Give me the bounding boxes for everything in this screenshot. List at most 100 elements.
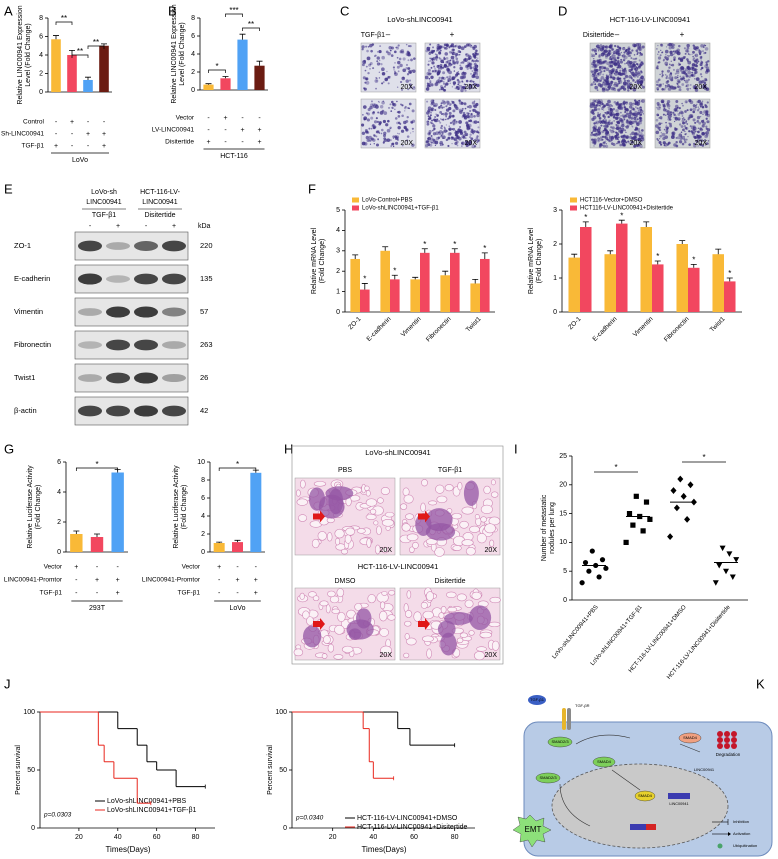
cell-stain [446, 130, 448, 132]
cell-stain [685, 49, 689, 53]
legend-label: HCT116-Vector+DMSO [580, 198, 643, 204]
cell-stain [364, 128, 368, 132]
cell-stain [683, 139, 686, 142]
cell-stain [681, 119, 685, 123]
cell-stain [451, 86, 454, 88]
cell-stain [473, 67, 478, 72]
degradation-dot [724, 731, 730, 737]
cell-stain [705, 63, 709, 66]
cell-stain [638, 144, 640, 146]
cell-stain [441, 106, 444, 109]
x-tick-label: 20 [329, 834, 337, 841]
blot-treatment: TGF-β1 [92, 212, 116, 219]
cell-stain [612, 50, 616, 55]
cell-stain [396, 65, 400, 69]
cell-stain [432, 58, 435, 61]
cell-stain [364, 69, 367, 72]
cell-stain [434, 116, 437, 119]
cell-stain [630, 67, 634, 71]
cell-stain [455, 57, 459, 61]
y-tick-label: 3 [553, 207, 557, 214]
cell-stain [700, 84, 705, 89]
significance: * [363, 275, 366, 284]
cell-stain [381, 101, 385, 105]
y-tick-label: 2 [39, 70, 43, 77]
cell-stain [674, 72, 677, 75]
cell-stain [593, 78, 597, 81]
cell-stain [665, 121, 667, 124]
cell-stain [704, 143, 707, 146]
cell-stain [637, 63, 642, 68]
cell-stain [670, 115, 673, 118]
cell-stain [683, 117, 685, 119]
cell-stain [696, 131, 699, 133]
alveolus [461, 539, 474, 547]
cell-stain [620, 51, 623, 54]
condition-sign: - [258, 115, 261, 122]
cell-stain [634, 137, 637, 140]
cell-stain [369, 61, 373, 65]
cell-stain [613, 54, 616, 58]
cell-stain [691, 73, 696, 78]
cell-stain [453, 83, 456, 86]
cell-stain [690, 74, 693, 77]
cell-stain [447, 132, 452, 136]
cell-stain [387, 106, 391, 109]
cell-stain [696, 69, 698, 71]
k-label: SMAD2/3 [551, 739, 569, 744]
cell-stain [664, 61, 669, 66]
cell-stain [698, 52, 702, 56]
cell-stain [406, 135, 410, 138]
cell-stain [691, 53, 693, 56]
error-bar [205, 83, 212, 85]
cell-stain [429, 43, 432, 46]
cell-stain [445, 82, 449, 86]
cell-stain [657, 44, 659, 47]
cell-stain [663, 107, 666, 110]
receptor [567, 708, 571, 730]
cell-stain [456, 136, 460, 140]
cell-stain [616, 120, 619, 124]
x-tick-label: 40 [114, 834, 122, 841]
cell-stain [691, 71, 694, 74]
cell-stain [467, 112, 470, 115]
nodule [308, 487, 326, 511]
cell-stain [369, 105, 373, 110]
alveolus [444, 484, 454, 492]
alveolus [312, 595, 320, 602]
cell-stain [469, 80, 472, 83]
cell-stain [382, 119, 386, 124]
cell-stain [454, 76, 457, 79]
cell-stain [434, 70, 437, 72]
arrow [418, 510, 430, 523]
alveolus [468, 630, 475, 636]
cell-stain [617, 104, 621, 108]
condition-sign: + [257, 139, 261, 146]
cell-stain [604, 130, 609, 134]
cell-stain [376, 62, 381, 66]
cell-stain [641, 78, 643, 80]
alveolus [461, 506, 474, 515]
cell-stain [433, 127, 436, 131]
magnification: 20X [695, 84, 708, 91]
cell-stain [621, 140, 623, 142]
cell-stain [442, 135, 446, 140]
cell-stain [604, 76, 607, 79]
cell-stain [399, 63, 403, 68]
cell-stain [608, 64, 612, 68]
cell-stain [686, 123, 688, 125]
alveolus [412, 541, 419, 549]
y-tick-label: 8 [39, 15, 43, 22]
cell-stain [642, 134, 645, 137]
cell-stain [618, 82, 621, 85]
cell-stain [453, 138, 456, 141]
error-bar [472, 278, 479, 284]
cell-stain [614, 58, 617, 62]
cell-stain [427, 115, 430, 118]
cell-stain [474, 110, 478, 114]
degradation-dot [717, 731, 723, 737]
condition-sign: - [87, 119, 90, 126]
cell-stain [361, 48, 364, 51]
cell-stain [702, 113, 704, 116]
cell-stain [632, 63, 636, 67]
